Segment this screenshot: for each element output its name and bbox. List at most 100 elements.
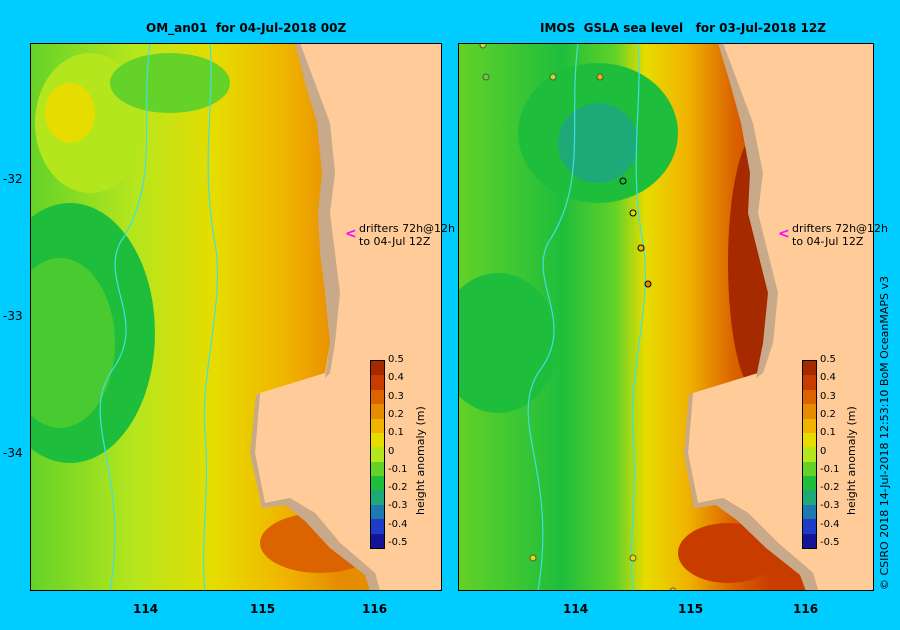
right-coastal-shelf	[718, 43, 778, 378]
magenta-arrow-icon: <	[345, 226, 357, 242]
drifter-marker	[482, 73, 490, 81]
drifter-marker	[619, 177, 627, 185]
colorbar-tick-label: -0.2	[820, 482, 840, 494]
colorbar-swatch	[803, 490, 816, 505]
colorbar-swatch	[371, 447, 384, 462]
right-bathymetry-contour	[630, 43, 646, 591]
colorbar-tick-label: 0.2	[820, 408, 836, 420]
colorbar-tick-label: -0.3	[388, 500, 408, 512]
right-map-title: IMOS GSLA sea level for 03-Jul-2018 12Z	[540, 21, 826, 35]
left-anomaly-patch	[110, 53, 230, 113]
right-bathymetry-contour	[527, 43, 579, 591]
right-land	[458, 43, 874, 591]
annotation-line: to 04-Jul 12Z	[359, 235, 431, 248]
credit-text: © CSIRO 2018 14-Jul-2018 12:53:10 BoM Oc…	[878, 276, 891, 590]
colorbar-swatch	[371, 432, 384, 448]
x-tick-label: 114	[563, 602, 589, 616]
colorbar-swatch	[371, 519, 384, 534]
colorbar-swatch	[803, 389, 816, 405]
drifter-marker	[596, 73, 604, 81]
colorbar-swatch	[371, 461, 384, 476]
right-colorbar-title: height anomaly (m)	[845, 406, 858, 515]
colorbar-swatch	[803, 361, 816, 376]
y-tick-label: -33	[3, 309, 23, 323]
colorbar-tick-label: -0.2	[388, 482, 408, 494]
colorbar-swatch	[371, 533, 384, 548]
right-map-panel[interactable]	[458, 43, 874, 591]
drifter-annotation: < drifters 72h@12h to 04-Jul 12Z	[778, 222, 888, 248]
colorbar-swatch	[371, 375, 384, 390]
colorbar-swatch	[803, 519, 816, 534]
colorbar-swatch	[803, 432, 816, 448]
colorbar-swatch	[803, 375, 816, 390]
right-colorbar	[802, 360, 817, 549]
annotation-line: drifters 72h@12h	[359, 222, 456, 235]
colorbar-swatch	[803, 504, 816, 520]
x-tick-label: 116	[362, 602, 388, 616]
colorbar-swatch	[803, 447, 816, 462]
left-land	[30, 43, 442, 591]
colorbar-tick-label: -0.4	[388, 518, 408, 530]
colorbar-swatch	[371, 504, 384, 520]
colorbar-tick-label: 0.2	[388, 408, 404, 420]
colorbar-tick-label: -0.1	[388, 463, 408, 475]
right-anomaly-patch	[678, 523, 778, 583]
colorbar-tick-label: 0.5	[388, 354, 404, 365]
colorbar-tick-label: 0	[388, 445, 395, 457]
left-anomaly-patch	[30, 258, 115, 428]
colorbar-tick-label: 0.3	[388, 390, 404, 402]
left-coastal-shelf	[295, 43, 340, 378]
drifter-marker	[549, 73, 557, 81]
right-anomaly-patch	[458, 273, 558, 413]
drifter-marker	[637, 244, 645, 252]
drifter-marker	[479, 43, 487, 49]
colorbar-swatch	[371, 476, 384, 491]
x-tick-label: 115	[678, 602, 704, 616]
y-tick-label: -34	[3, 446, 23, 460]
colorbar-tick-label: 0.1	[820, 427, 836, 439]
colorbar-swatch	[371, 490, 384, 505]
x-tick-label: 115	[250, 602, 276, 616]
colorbar-swatch	[803, 461, 816, 476]
left-map-title: OM_an01 for 04-Jul-2018 00Z	[146, 21, 347, 35]
colorbar-swatch	[803, 404, 816, 419]
drifter-annotation: < drifters 72h@12h to 04-Jul 12Z	[345, 222, 455, 248]
drifter-marker	[629, 209, 637, 217]
right-frame	[458, 43, 874, 591]
colorbar-tick-label: 0	[820, 445, 827, 457]
colorbar-swatch	[371, 389, 384, 405]
right-coastal-shelf	[684, 393, 818, 591]
colorbar-tick-label: 0.4	[388, 372, 404, 384]
left-coastal-shelf	[250, 393, 380, 591]
annotation-line: to 04-Jul 12Z	[792, 235, 864, 248]
colorbar-swatch	[803, 533, 816, 548]
drifter-marker	[644, 280, 652, 288]
drifter-marker	[529, 554, 537, 562]
left-anomaly-patch	[45, 83, 95, 143]
colorbar-swatch	[371, 418, 384, 433]
left-colorbar	[370, 360, 385, 549]
drifter-marker	[629, 554, 637, 562]
colorbar-tick-label: -0.1	[820, 463, 840, 475]
y-tick-label: -32	[3, 172, 23, 186]
colorbar-tick-label: 0.3	[820, 390, 836, 402]
colorbar-tick-label: -0.5	[820, 537, 840, 548]
left-colorbar-title: height anomaly (m)	[414, 406, 427, 515]
colorbar-tick-label: -0.4	[820, 518, 840, 530]
right-anomaly-patch	[558, 103, 638, 183]
colorbar-swatch	[371, 404, 384, 419]
left-frame	[30, 43, 442, 591]
left-map-panel[interactable]	[30, 43, 442, 591]
colorbar-tick-label: 0.1	[388, 427, 404, 439]
x-tick-label: 116	[793, 602, 819, 616]
left-bathymetry-contour	[99, 43, 151, 591]
magenta-arrow-icon: <	[778, 226, 790, 242]
left-bathymetry-contour	[202, 43, 218, 591]
colorbar-swatch	[803, 476, 816, 491]
annotation-line: drifters 72h@12h	[792, 222, 889, 235]
colorbar-tick-label: -0.5	[388, 537, 408, 548]
x-tick-label: 114	[133, 602, 159, 616]
colorbar-swatch	[371, 361, 384, 376]
colorbar-swatch	[803, 418, 816, 433]
colorbar-tick-label: -0.3	[820, 500, 840, 512]
